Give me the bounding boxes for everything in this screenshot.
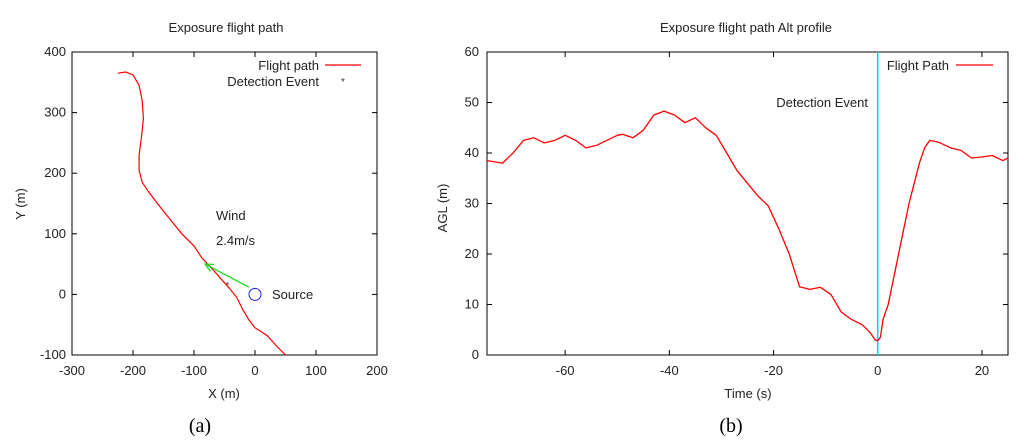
chart-b-x-tick-label: 0: [874, 363, 881, 378]
chart-b-y-tick-label: 50: [465, 95, 479, 110]
chart-b-x-tick-label: 20: [975, 363, 989, 378]
chart-b-y-tick-label: 10: [465, 297, 479, 312]
chart-a-x-tick-label: -300: [59, 363, 85, 378]
chart-a-detection-marker: *: [226, 280, 230, 290]
chart-b-detection-label: Detection Event: [776, 95, 868, 110]
chart-a-x-tick-label: -100: [181, 363, 207, 378]
chart-b-y-ticks: 0 10 20 30 40 50 60: [465, 44, 1008, 362]
chart-b-xlabel: Time (s): [724, 386, 771, 401]
chart-a-y-ticks: -100 0 100 200 300 400: [40, 44, 377, 362]
chart-b-plot-frame: [486, 51, 1009, 356]
chart-b-ylabel: AGL (m): [435, 184, 450, 233]
chart-a-legend-detection-label: Detection Event: [227, 74, 319, 89]
chart-a-xlabel: X (m): [208, 386, 240, 401]
chart-b-x-tick-label: -40: [660, 363, 679, 378]
chart-a-flight-path-line: [117, 71, 286, 356]
chart-b-marks: [486, 52, 1009, 355]
chart-a-x-tick-label: 100: [305, 363, 327, 378]
chart-a-y-tick-label: 200: [44, 165, 66, 180]
chart-a-legend-detection-marker: *: [341, 77, 345, 88]
chart-b-title: Exposure flight path Alt profile: [660, 20, 832, 35]
chart-b-caption: (b): [719, 415, 742, 437]
chart-b-flight-path-line: [486, 110, 1009, 342]
chart-a-x-tick-label: -200: [120, 363, 146, 378]
chart-a-ylabel: Y (m): [13, 188, 28, 220]
chart-b-x-tick-label: -60: [556, 363, 575, 378]
chart-a-wind-arrow-shaft: [204, 263, 250, 288]
chart-a-wind-speed: 2.4m/s: [216, 233, 256, 248]
chart-b-y-tick-label: 0: [472, 347, 479, 362]
chart-a-plot-frame: [71, 51, 378, 356]
chart-a-title: Exposure flight path: [169, 20, 284, 35]
chart-a-legend-flight-path-label: Flight path: [258, 58, 319, 73]
chart-b-x-tick-label: -20: [764, 363, 783, 378]
chart-b-legend-flight-path-label: Flight Path: [887, 58, 949, 73]
chart-b: Exposure flight path Alt profile -60 -40-…: [435, 20, 1009, 437]
chart-b-x-ticks: -60 -40 -20 0 20: [556, 52, 989, 378]
chart-a-source-marker: [248, 287, 262, 301]
chart-a-wind-label: Wind: [216, 208, 246, 223]
chart-b-y-tick-label: 20: [465, 246, 479, 261]
chart-a-marks: *: [117, 71, 286, 356]
chart-a-y-tick-label: 300: [44, 105, 66, 120]
chart-a-wind-arrow-head: [203, 263, 214, 272]
chart-a-y-tick-label: 400: [44, 44, 66, 59]
chart-a-source-label: Source: [272, 287, 313, 302]
chart-a-y-tick-label: 100: [44, 226, 66, 241]
chart-b-y-tick-label: 40: [465, 145, 479, 160]
chart-a-x-ticks: -300 -200 -100 0 100 200: [59, 52, 388, 378]
chart-a-y-tick-label: -100: [40, 347, 66, 362]
chart-a-caption: (a): [189, 415, 211, 437]
chart-a-y-tick-label: 0: [59, 286, 66, 301]
chart-b-y-tick-label: 60: [465, 44, 479, 59]
chart-a-x-tick-label: 200: [366, 363, 388, 378]
chart-a: Exposure flight path -300 -200 -100 0 100 200…: [13, 20, 388, 437]
chart-b-y-tick-label: 30: [465, 196, 479, 211]
chart-a-x-tick-label: 0: [251, 363, 258, 378]
